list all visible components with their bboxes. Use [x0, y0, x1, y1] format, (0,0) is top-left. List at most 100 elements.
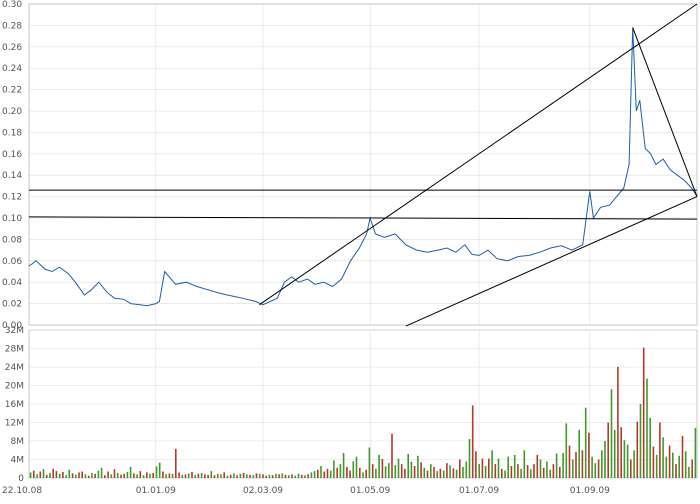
price-y-tick-label: 0.12: [2, 193, 22, 203]
volume-bar: [323, 471, 326, 478]
volume-bar: [400, 464, 403, 478]
volume-bar: [588, 432, 590, 478]
volume-bar: [539, 459, 542, 478]
volume-bar: [33, 470, 35, 478]
volume-bar: [649, 417, 651, 478]
volume-bar: [246, 474, 248, 478]
volume-bar: [55, 471, 58, 478]
volume-bar: [207, 474, 209, 478]
price-y-tick-label: 0.06: [2, 257, 22, 267]
volume-bar: [84, 474, 87, 478]
volume-bar: [620, 427, 622, 478]
volume-bar: [426, 470, 429, 478]
volume-bar: [139, 471, 142, 478]
volume-bar: [530, 469, 532, 478]
volume-bar: [194, 475, 196, 478]
volume-bar: [471, 405, 474, 478]
volume-bar: [223, 472, 225, 478]
volume-bar: [329, 470, 332, 478]
volume-bar: [320, 466, 322, 478]
price-y-axis: 0.00 0.02 0.04 0.06 0.08 0.10 0.12 0.14 0.16 0.18…: [2, 0, 22, 331]
volume-bar: [494, 464, 497, 478]
volume-bar: [307, 474, 309, 478]
volume-bar: [675, 464, 677, 478]
volume-bar: [591, 456, 593, 478]
volume-bar: [552, 464, 555, 478]
volume-bar: [662, 437, 664, 478]
volume-bar: [381, 459, 384, 478]
volume-bar: [262, 474, 264, 478]
price-y-tick-label: 0.20: [2, 107, 22, 117]
volume-bar: [294, 475, 296, 478]
x-tick-label: 01.05.09: [350, 486, 390, 496]
volume-bar: [601, 450, 603, 479]
volume-bar: [371, 464, 374, 478]
volume-bar: [52, 468, 54, 479]
volume-y-tick-label: 24M: [5, 363, 24, 373]
volume-bar: [310, 472, 313, 478]
trendline: [405, 196, 698, 327]
volume-bar: [165, 474, 167, 478]
volume-bar: [359, 467, 361, 478]
volume-bar: [288, 475, 290, 478]
volume-bar: [204, 474, 206, 478]
trendline: [632, 27, 698, 197]
volume-bar: [68, 469, 71, 478]
volume-bar: [178, 472, 180, 478]
volume-bar: [410, 461, 413, 478]
volume-bar: [468, 439, 471, 478]
volume-bar: [455, 469, 458, 478]
trendlines: [28, 3, 698, 327]
volume-bar: [220, 474, 222, 478]
volume-bar: [659, 422, 661, 478]
volume-bar: [181, 474, 184, 478]
volume-bar: [49, 472, 51, 478]
trendline: [259, 3, 698, 306]
volume-bar: [326, 468, 329, 479]
volume-bar: [229, 474, 232, 478]
volume-bar: [152, 472, 154, 478]
volume-bar: [439, 468, 442, 479]
volume-bar: [116, 472, 119, 478]
volume-bar: [142, 475, 145, 478]
volume-bar: [394, 465, 397, 478]
volume-bar: [565, 423, 568, 478]
volume-bar: [610, 389, 613, 478]
volume-bar: [146, 472, 148, 478]
volume-bar: [636, 421, 639, 478]
volume-bar: [175, 448, 177, 478]
volume-bar: [630, 459, 632, 478]
volume-bar: [317, 469, 319, 478]
volume-bar: [572, 459, 574, 478]
volume-bar: [417, 455, 419, 478]
volume-bar: [278, 474, 280, 478]
volume-bar: [97, 470, 100, 478]
volume-bar: [533, 464, 535, 478]
price-series: [28, 27, 698, 307]
volume-bar: [252, 475, 255, 478]
volume-bar: [513, 454, 516, 478]
volume-y-tick-label: 32M: [5, 326, 24, 336]
volume-bar: [475, 451, 477, 478]
volume-bar: [413, 466, 416, 478]
volume-bar: [155, 466, 158, 478]
volume-bar: [136, 474, 138, 478]
trendline: [28, 216, 698, 220]
volume-bar: [45, 474, 48, 478]
volume-bar: [681, 435, 684, 478]
volume-bar: [281, 473, 284, 478]
volume-bar: [688, 466, 690, 478]
volume-bar: [65, 475, 67, 478]
volume-bar: [623, 440, 626, 478]
price-y-tick-label: 0.16: [2, 150, 22, 160]
volume-bar: [526, 465, 529, 478]
volume-bar: [129, 466, 132, 478]
volume-bar: [639, 404, 642, 478]
volume-bars: [29, 347, 697, 479]
volume-y-tick-label: 16M: [5, 400, 24, 410]
volume-bar: [171, 473, 174, 478]
volume-bar: [36, 474, 38, 478]
volume-bar: [546, 461, 548, 478]
volume-bar: [78, 472, 80, 478]
